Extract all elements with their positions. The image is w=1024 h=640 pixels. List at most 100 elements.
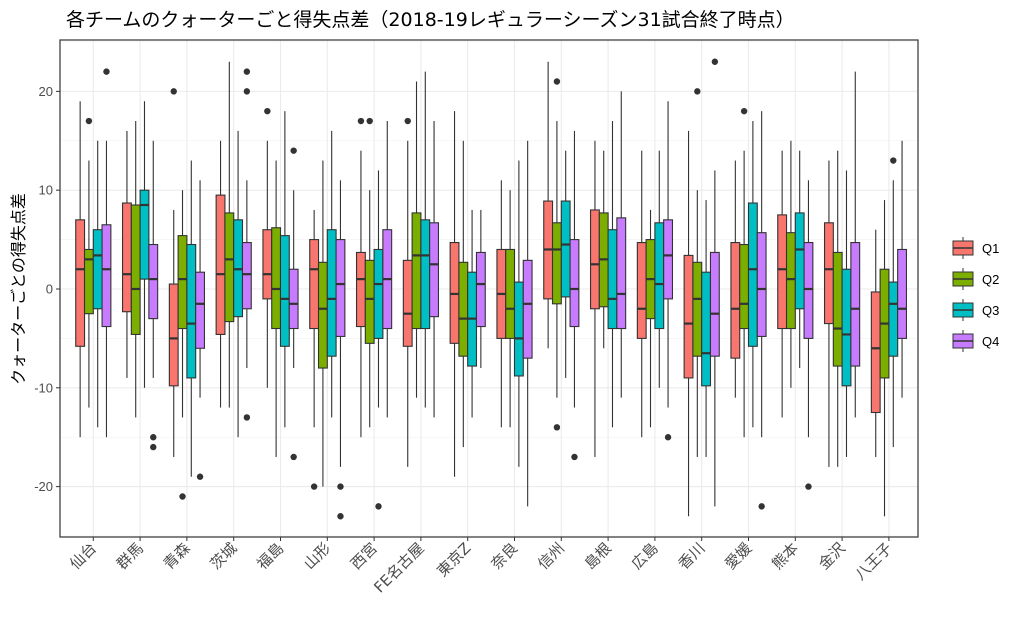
box-iqr [739,243,750,330]
box-iqr [420,219,431,330]
box-群馬-Q2 [130,121,141,418]
box-iqr [139,189,150,280]
box-愛媛-Q4 [756,111,767,510]
box-iqr [130,204,141,335]
box-東京Z-Q4 [475,209,486,369]
legend-label: Q1 [982,241,999,256]
box-iqr [309,239,320,330]
box-iqr [777,214,788,330]
legend-label: Q2 [982,272,999,287]
box-iqr [458,261,469,357]
box-iqr [692,261,703,357]
outlier-point [366,117,373,125]
boxes [75,58,908,520]
box-iqr [121,202,132,313]
outlier-point [337,483,344,490]
box-iqr [551,222,562,305]
box-iqr [101,224,112,328]
x-tick-label: 金沢 [815,539,849,573]
y-tick-label: 0 [46,281,53,296]
box-iqr [373,248,384,339]
x-tick-label: 八王子 [851,539,896,584]
outlier-point [571,453,578,461]
box-iqr [636,242,647,339]
box-iqr [402,259,413,347]
legend: Q1 Q2 Q3 Q4 [952,237,999,352]
box-iqr [701,271,712,387]
y-axis-title: クォーターごとの得失点差 [9,193,28,385]
box-iqr [326,229,337,357]
outlier-point [375,503,382,510]
outlier-point [243,68,251,75]
outlier-point [243,414,251,421]
box-iqr [262,229,273,300]
box-香川-Q2 [692,88,703,457]
outlier-point [805,483,812,490]
outlier-point [196,473,204,480]
box-iqr [364,259,375,344]
box-香川-Q4 [709,58,720,507]
box-広島-Q4 [663,101,674,441]
box-iqr [215,194,226,335]
outlier-point [404,117,411,125]
y-axis: -20 -10 0 10 20 [34,84,60,494]
box-青森-Q2 [177,190,188,500]
outlier-point [711,58,719,65]
box-iqr [589,209,600,310]
box-iqr [730,242,741,359]
outlier-point [758,503,765,510]
x-tick-label: 熊本 [768,539,802,573]
box-FE名古屋-Q1 [402,117,413,467]
chart-title: 各チームのクォーターごと得失点差（2018-19レギュラーシーズン31試合終了時… [66,9,795,31]
box-金沢-Q4 [850,71,861,418]
box-iqr [756,232,767,337]
box-福島-Q4 [288,147,299,461]
box-島根-Q4 [616,91,627,398]
x-tick-label: 広島 [628,539,662,573]
x-tick-label: 西宮 [347,539,381,573]
legend-item-Q3: Q3 [952,299,999,321]
box-iqr [288,268,299,330]
x-tick-label: 信州 [534,539,568,573]
box-iqr [335,239,346,337]
box-八王子-Q4 [897,140,908,398]
box-奈良-Q4 [522,140,533,507]
box-iqr [747,202,758,347]
legend-item-Q2: Q2 [952,268,999,290]
box-iqr [224,212,235,323]
box-iqr [317,261,328,369]
box-iqr [607,229,618,330]
box-信州-Q2 [551,78,562,431]
box-福島-Q1 [262,107,273,388]
box-信州-Q3 [560,150,571,378]
outlier-point [357,117,365,125]
box-FE名古屋-Q4 [429,121,440,418]
box-iqr [616,217,627,330]
legend-label: Q4 [982,334,999,349]
box-iqr [832,251,843,367]
x-tick-label: 福島 [253,539,287,573]
box-山形-Q4 [335,180,346,520]
outlier-point [553,78,561,85]
box-iqr [92,229,103,310]
box-iqr [803,242,814,339]
box-iqr [709,251,720,357]
x-tick-label: 茨城 [207,539,241,573]
box-iqr [785,232,796,330]
box-iqr [75,219,86,347]
outlier-point [310,483,318,490]
box-iqr [888,281,899,357]
box-iqr [475,251,486,328]
outlier-point [150,443,157,451]
box-iqr [897,248,908,339]
box-iqr [505,248,516,339]
y-tick-label: 10 [39,183,53,198]
box-iqr [823,222,834,325]
box-東京Z-Q2 [458,140,469,448]
box-仙台-Q3 [92,140,103,428]
outlier-point [179,493,186,500]
box-熊本-Q2 [785,140,796,388]
box-仙台-Q2 [83,117,94,408]
box-iqr [560,200,571,298]
